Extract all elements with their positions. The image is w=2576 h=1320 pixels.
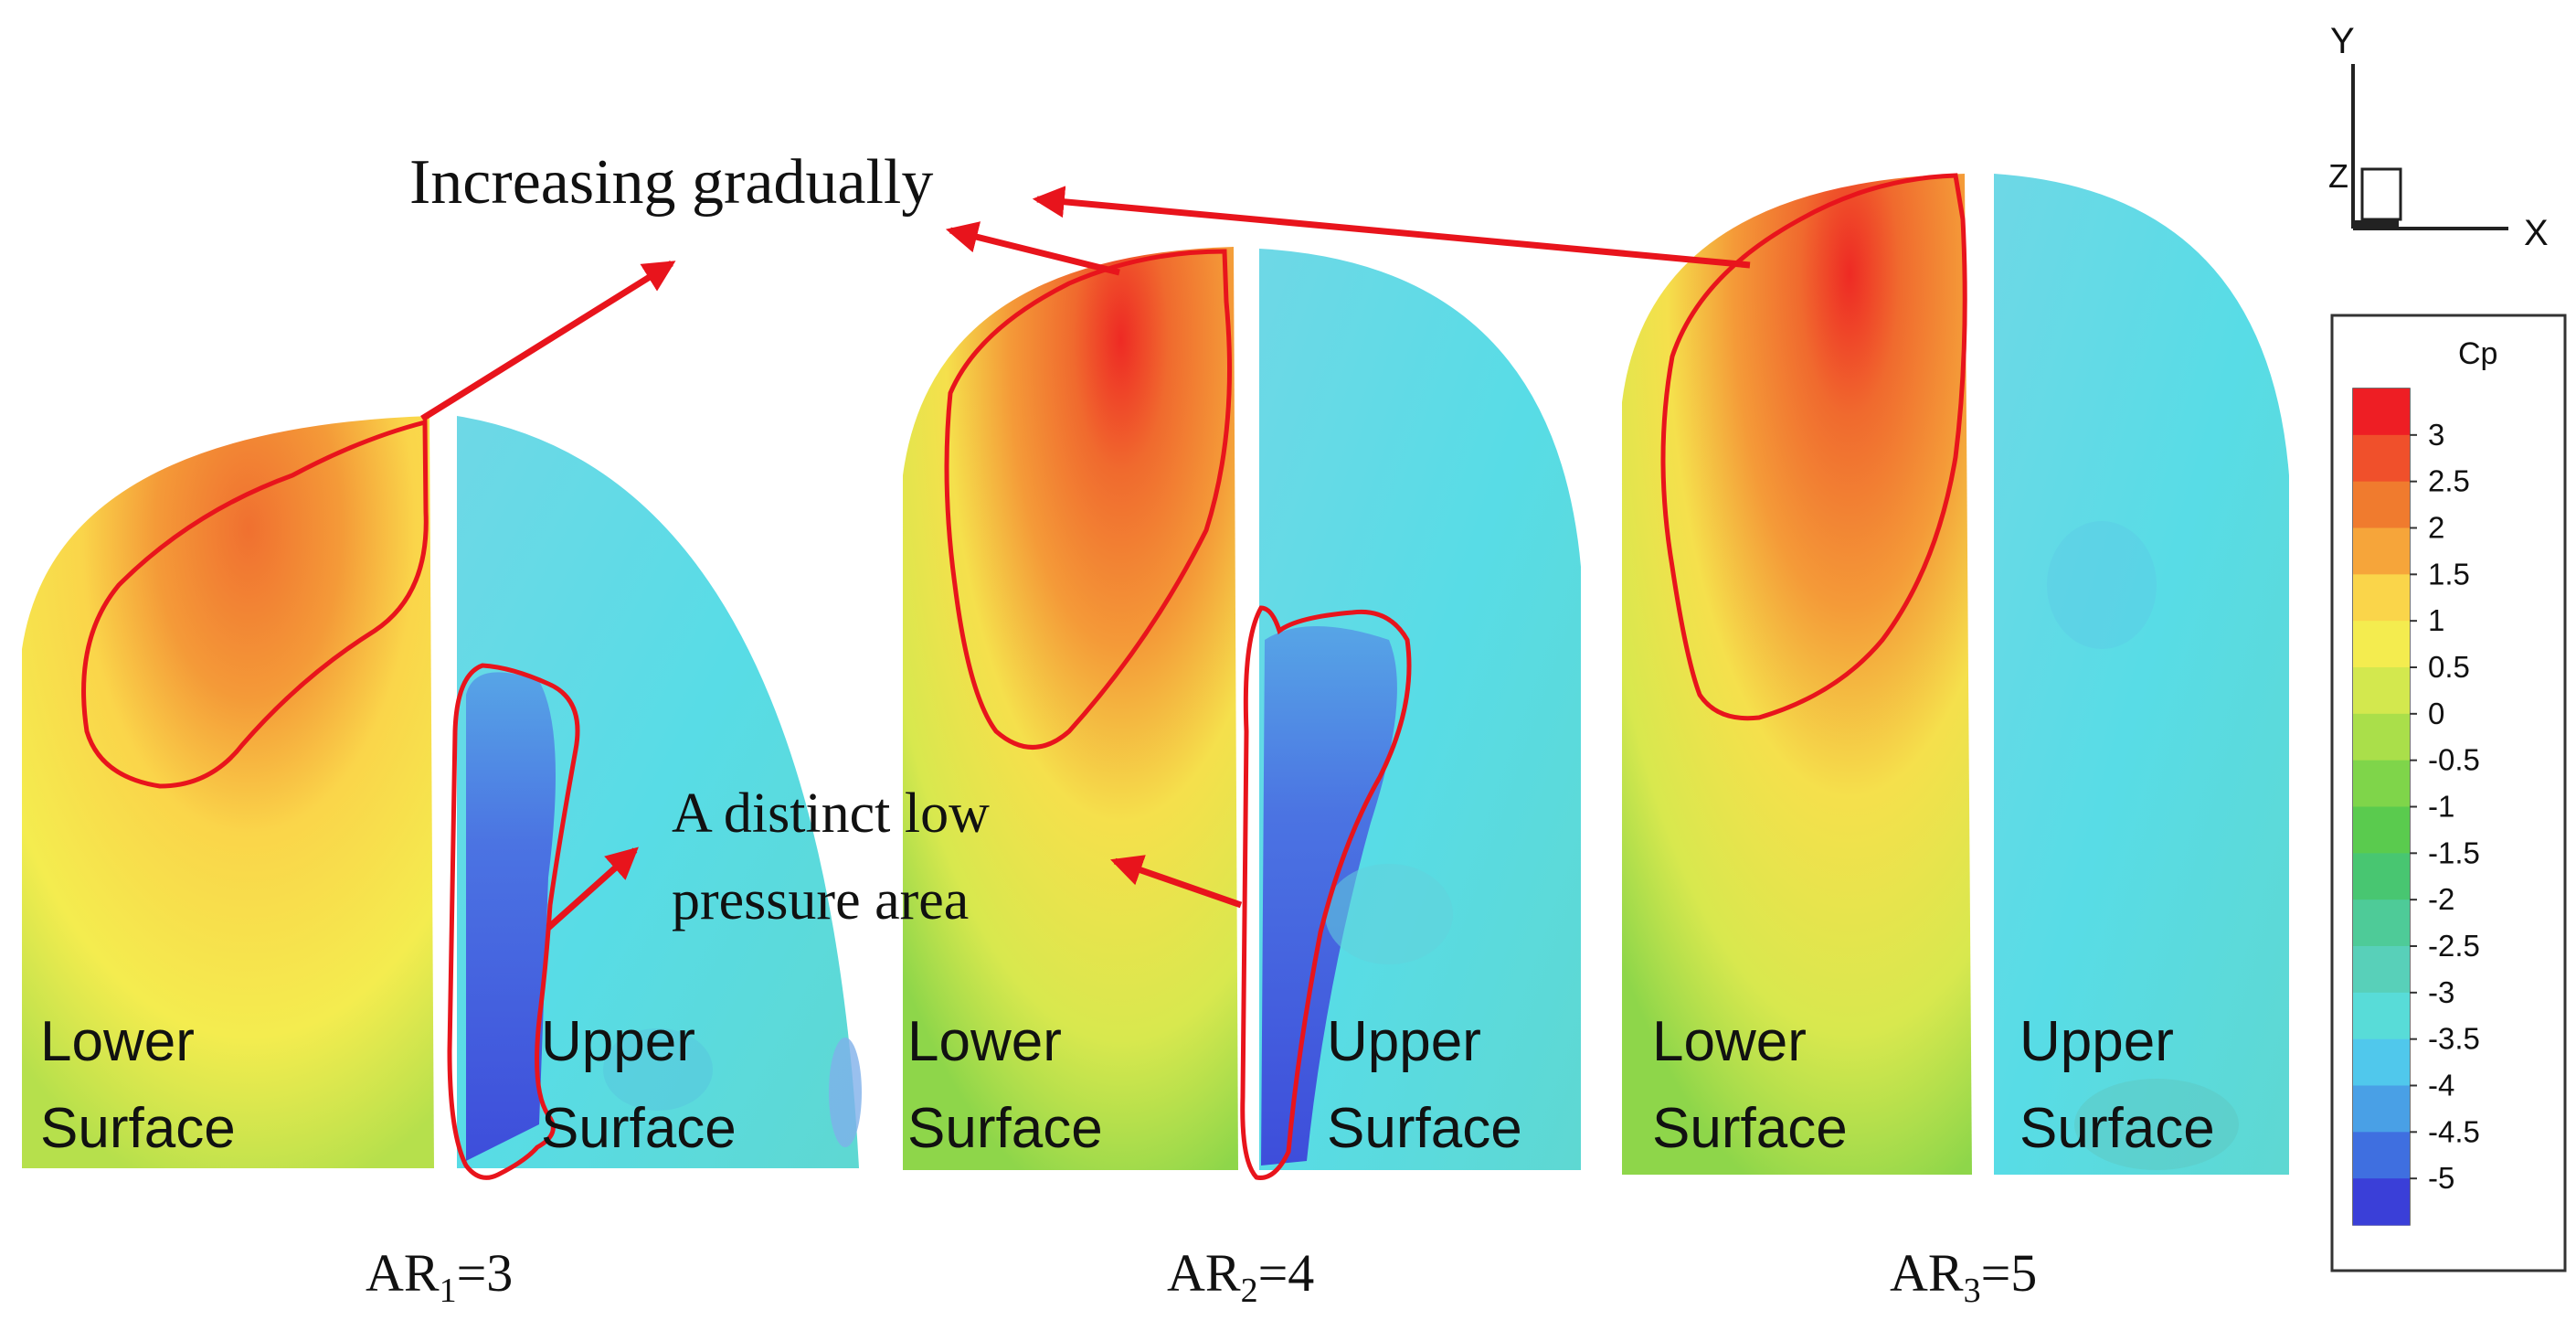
upper-label-line1-ar1: Upper [541,1010,695,1073]
cp-legend-tick-label: 0 [2428,697,2444,730]
cp-legend-tick-label: -3 [2428,975,2454,1009]
cp-legend-tick-label: 2 [2428,511,2444,545]
cp-legend-swatch [2353,900,2410,947]
upper-label-line2-ar3: Surface [2019,1097,2215,1160]
lower-label-line1-ar3: Lower [1652,1010,1807,1073]
cp-legend-swatch [2353,853,2410,900]
cp-legend-tick-label: -4 [2428,1069,2454,1102]
cp-legend-tick-label: -2 [2428,882,2454,916]
lower-label-line2-ar2: Surface [907,1097,1103,1160]
cp-legend-swatch [2353,667,2410,715]
annotation-increasing: Increasing gradually [409,147,933,218]
panel-ar1 [22,416,862,1180]
upper-label-line1-ar2: Upper [1327,1010,1481,1073]
panel-ar2 [903,247,1581,1180]
cp-legend-tick-label: -1.5 [2428,836,2480,869]
cp-legend-swatch [2353,481,2410,528]
upper-label-line2-ar2: Surface [1327,1097,1522,1160]
cp-legend-tick-label: 2.5 [2428,464,2470,498]
cp-legend-swatch [2353,527,2410,575]
annotation-arrows [420,186,1751,931]
cp-legend-swatch [2353,389,2410,436]
cp-legend-ticks: 3 2.5 2 1.5 1 0.5 0 -0.5 -1 -1.5 -2 -2.5 -3 -3.5 -4 -4.… [2428,418,2480,1195]
cp-legend-tick-label: 3 [2428,418,2444,452]
cp-legend-swatch [2353,1085,2410,1133]
cp-legend-swatch [2353,992,2410,1040]
cp-legend-tick-label: 1.5 [2428,557,2470,591]
cp-legend-tick-label: -1 [2428,790,2454,824]
cp-legend-swatch [2353,806,2410,854]
cp-legend-tick-label: 0.5 [2428,650,2470,684]
high-pressure-outline-ar3 [1660,173,1967,721]
upper-label-line1-ar3: Upper [2019,1010,2174,1073]
cp-legend-swatch [2353,760,2410,807]
lower-label-line2-ar1: Surface [40,1097,236,1160]
annotation-low-pressure-line2: pressure area [672,869,969,931]
cp-legend-title: Cp [2458,336,2497,371]
lower-surface-contour-ar3 [1622,174,1972,1175]
upper-surface-contour-ar3 [1994,174,2289,1175]
cp-legend: Cp 3 2.5 2 1.5 1 0.5 0 -0.5 -1 -1.5 -2 -2.5 -3 -3.5 -4… [2330,314,2567,1272]
low-pressure-outline-ar2 [1240,605,1412,1180]
ar2-caption: AR2=4 [1167,1243,1314,1310]
cp-legend-swatch [2353,946,2410,994]
cp-legend-tick-label: 1 [2428,603,2444,637]
lower-label-line1-ar1: Lower [40,1010,195,1073]
cp-legend-tick-label: -4.5 [2428,1114,2480,1148]
lower-surface-contour-ar1 [22,416,434,1168]
lower-surface-contour-ar2 [903,247,1238,1170]
axis-triad [2351,64,2508,230]
axis-z-label: Z [2328,157,2348,195]
lower-label-line1-ar2: Lower [907,1010,1062,1073]
cp-legend-tick-label: -0.5 [2428,743,2480,777]
cp-legend-swatch [2353,1132,2410,1179]
axis-x-label: X [2524,213,2549,253]
cp-legend-swatch [2353,621,2410,668]
cp-legend-swatch [2353,1178,2410,1226]
cp-legend-tick-label: -3.5 [2428,1022,2480,1056]
annotation-low-pressure-line1: A distinct low [672,782,990,845]
lower-label-line2-ar3: Surface [1652,1097,1848,1160]
high-pressure-outline-ar2 [944,249,1232,750]
cp-legend-swatch [2353,1038,2410,1086]
ar1-caption: AR1=3 [366,1243,513,1310]
cp-legend-swatch [2353,713,2410,761]
high-pressure-outline-ar1 [81,419,429,789]
cp-legend-swatches [2353,389,2417,1226]
axis-y-label: Y [2330,21,2355,61]
low-pressure-outline-ar1 [447,663,580,1180]
cp-legend-swatch [2353,434,2410,483]
surface-labels: Lower Surface Upper Surface Lower Surfac… [40,1010,2215,1160]
cp-legend-tick-label: -2.5 [2428,929,2480,963]
cp-legend-tick-label: -5 [2428,1161,2454,1195]
upper-surface-contour-ar1 [457,416,859,1168]
panel-ar3 [1622,173,2289,1175]
low-pressure-region-ar1 [466,672,556,1161]
upper-label-line2-ar1: Surface [541,1097,737,1160]
ar3-caption: AR3=5 [1890,1243,2037,1310]
cp-legend-swatch [2353,574,2410,622]
